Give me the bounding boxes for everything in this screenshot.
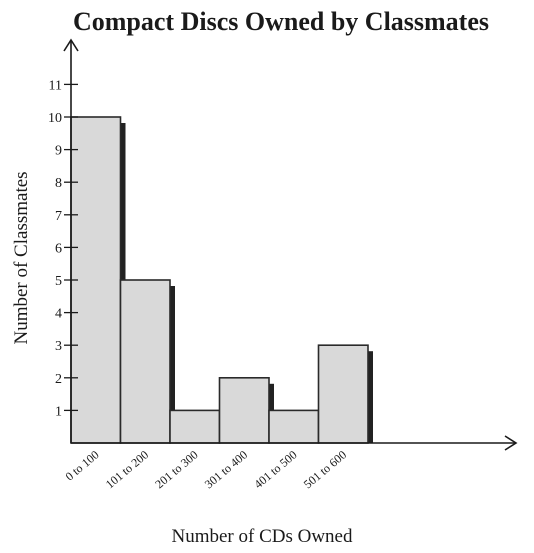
x-category-label: 101 to 200 — [103, 448, 151, 492]
bars-group — [70, 116, 373, 444]
y-tick-label: 8 — [55, 176, 62, 191]
y-tick-label: 9 — [55, 144, 62, 159]
bar — [169, 409, 221, 444]
y-tick-label: 2 — [55, 372, 62, 387]
y-ticks-group: 1 2 3 4 5 6 7 8 9 10 11 — [48, 78, 78, 419]
y-tick-label: 4 — [55, 307, 62, 322]
bar-shadow — [367, 351, 373, 443]
x-axis-label: Number of CDs Owned — [171, 526, 353, 547]
y-axis-arrow — [63, 38, 79, 52]
bar-shadow — [169, 286, 175, 443]
bar — [218, 376, 270, 444]
x-category-label: 0 to 100 — [63, 448, 102, 484]
bar — [70, 116, 122, 444]
y-tick-label: 1 — [55, 404, 62, 419]
axes-group — [63, 38, 518, 451]
x-category-label: 501 to 600 — [301, 448, 349, 492]
chart-title: Compact Discs Owned by Classmates — [73, 7, 489, 36]
x-category-label: 201 to 300 — [152, 448, 200, 492]
y-tick-label: 6 — [55, 241, 62, 256]
y-tick-label: 11 — [49, 78, 62, 93]
y-tick-label: 10 — [48, 111, 62, 126]
x-axis-arrow — [504, 435, 518, 451]
x-category-label: 301 to 400 — [202, 448, 250, 492]
bar — [119, 279, 171, 444]
x-category-label: 401 to 500 — [251, 448, 299, 492]
bar — [317, 344, 369, 444]
x-labels-group: 0 to 100 101 to 200 201 to 300 301 to 400 40… — [63, 448, 350, 492]
y-axis-label: Number of Classmates — [11, 171, 32, 344]
y-tick-label: 7 — [55, 209, 62, 224]
y-tick-label: 5 — [55, 274, 62, 289]
y-tick-label: 3 — [55, 339, 62, 354]
bar — [268, 409, 320, 444]
